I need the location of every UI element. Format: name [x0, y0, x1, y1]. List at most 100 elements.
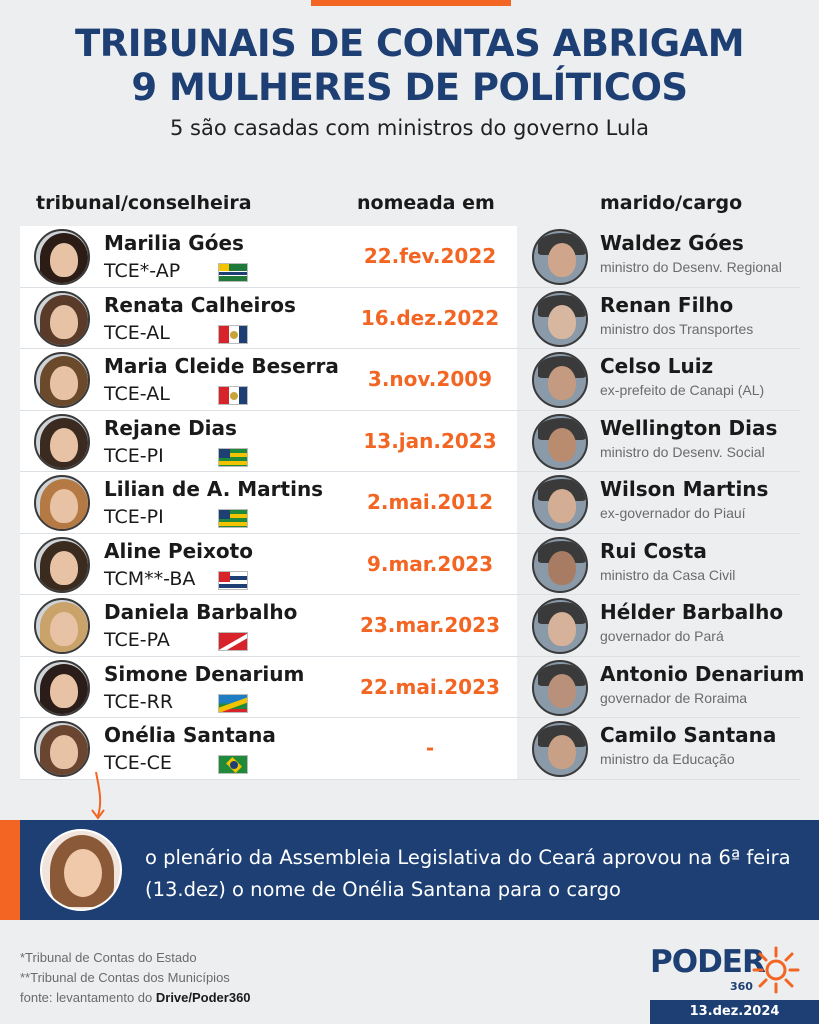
- footnote-tcm: **Tribunal de Contas dos Municípios: [20, 970, 230, 985]
- row-background: [20, 410, 517, 471]
- court-code: TCE-RR: [104, 690, 174, 713]
- bahia-flag: [218, 570, 248, 590]
- banner-text: o plenário da Assembleia Legislativa do …: [145, 846, 791, 901]
- table-row: Marilia Góes TCE*-AP 22.fev.2022 Waldez …: [20, 226, 800, 288]
- court-code: TCM**-BA: [104, 567, 196, 590]
- husband-name: Hélder Barbalho: [600, 600, 784, 624]
- husband-name: Wellington Dias: [600, 415, 778, 440]
- avatar: [34, 290, 90, 347]
- councillor-name: Lilian de A. Martins: [104, 477, 324, 501]
- column-header-husband: marido/cargo: [600, 192, 743, 214]
- row-background: [20, 226, 517, 287]
- councillor-name: Marilia Góes: [104, 231, 244, 255]
- footnote-tce: *Tribunal de Contas do Estado: [20, 950, 197, 965]
- table-row: Rejane Dias TCE-PI 13.jan.2023 Wellingto…: [20, 410, 800, 472]
- husband-name: Renan Filho: [600, 292, 734, 317]
- councillor-name: Onélia Santana: [104, 723, 276, 747]
- avatar: [532, 598, 588, 654]
- appointment-date: 3.nov.2009: [367, 367, 493, 391]
- amapa-flag: [218, 263, 248, 282]
- title-line-1: TRIBUNAIS DE CONTAS ABRIGAM: [74, 22, 745, 65]
- husband-role: ministro da Casa Civil: [600, 566, 736, 583]
- appointment-date: 16.dez.2022: [360, 305, 500, 330]
- court-code: TCE-PA: [104, 629, 170, 651]
- avatar: [532, 475, 588, 531]
- para-flag: [218, 632, 248, 651]
- row-background: [20, 595, 517, 656]
- court-code: TCE-AL: [104, 321, 170, 344]
- avatar: [34, 536, 90, 593]
- announcement-banner: o plenário da Assembleia Legislativa do …: [0, 820, 819, 920]
- avatar: [34, 598, 90, 654]
- table-row: Simone Denarium TCE-RR 22.mai.2023 Anton…: [20, 656, 805, 718]
- councillor-name: Daniela Barbalho: [104, 600, 298, 624]
- source-note: fonte: levantamento do Drive/Poder360: [20, 990, 251, 1005]
- avatar: [532, 413, 588, 470]
- top-accent-bar: [311, 0, 511, 6]
- table-row: Daniela Barbalho TCE-PA 23.mar.2023 Héld…: [20, 595, 800, 657]
- avatar: [34, 352, 90, 408]
- alagoas-flag: [218, 386, 248, 405]
- husband-name: Waldez Góes: [600, 231, 744, 255]
- husband-role: governador de Roraima: [600, 689, 748, 706]
- table-row: Maria Cleide Beserra TCE-AL 3.nov.2009 C…: [20, 349, 800, 411]
- court-code: TCE-AL: [104, 383, 170, 405]
- avatar: [532, 352, 588, 408]
- councillor-name: Rejane Dias: [104, 415, 237, 440]
- husband-role: ministro da Educação: [600, 751, 735, 767]
- table-row: Onélia Santana TCE-CE - Camilo Santana m…: [20, 718, 800, 780]
- table-row: Lilian de A. Martins TCE-PI 2.mai.2012 W…: [20, 472, 800, 534]
- source-name: Drive/Poder360: [155, 990, 251, 1005]
- appointment-date: 2.mai.2012: [367, 490, 493, 514]
- piaui-flag: [218, 509, 248, 528]
- avatar: [532, 290, 588, 347]
- avatar: [34, 413, 90, 470]
- avatar: [532, 229, 588, 285]
- appointment-date: 9.mar.2023: [366, 551, 494, 576]
- appointment-date: 23.mar.2023: [359, 613, 501, 637]
- appointment-date: -: [425, 736, 435, 760]
- subtitle: 5 são casadas com ministros do governo L…: [169, 116, 649, 140]
- table-row: Aline Peixoto TCM**-BA 9.mar.2023 Rui Co…: [20, 533, 800, 595]
- page-title: TRIBUNAIS DE CONTAS ABRIGAM 9 MULHERES D…: [0, 22, 819, 110]
- source-prefix: fonte: levantamento do: [20, 990, 156, 1005]
- appointment-date: 22.fev.2022: [363, 244, 497, 268]
- table-row: Renata Calheiros TCE-AL 16.dez.2022 Rena…: [20, 287, 800, 349]
- appointment-date: 22.mai.2023: [360, 674, 500, 699]
- husband-name: Camilo Santana: [600, 723, 777, 747]
- councillor-name: Maria Cleide Beserra: [104, 354, 339, 378]
- column-header-court: tribunal/conselheira: [36, 192, 252, 214]
- publish-date: 13.dez.2024: [650, 1000, 819, 1024]
- avatar: [40, 829, 122, 911]
- husband-role: ministro do Desenv. Regional: [600, 259, 782, 275]
- row-background: [20, 287, 517, 348]
- row-background: [20, 718, 517, 779]
- arrow-icon: [91, 772, 105, 820]
- councillor-name: Aline Peixoto: [104, 538, 253, 563]
- row-background: [20, 472, 517, 533]
- husband-name: Celso Luiz: [600, 354, 714, 378]
- appointment-date: 13.jan.2023: [363, 428, 497, 453]
- roraima-flag: [218, 693, 248, 713]
- councillor-name: Renata Calheiros: [104, 292, 296, 317]
- husband-role: ministro do Desenv. Social: [600, 443, 765, 460]
- banner-accent: [0, 820, 20, 920]
- title-line-2: 9 MULHERES DE POLÍTICOS: [131, 66, 688, 109]
- piaui-flag: [218, 447, 248, 467]
- councillor-name: Simone Denarium: [104, 661, 305, 686]
- avatar: [532, 536, 588, 593]
- husband-role: ministro dos Transportes: [600, 320, 754, 337]
- avatar: [34, 721, 90, 777]
- ceara-flag: [218, 755, 248, 774]
- alagoas-flag: [218, 324, 248, 344]
- court-code: TCE-PI: [104, 444, 164, 467]
- husband-role: ex-governador do Piauí: [600, 505, 746, 521]
- husband-name: Rui Costa: [600, 538, 707, 563]
- row-background: [20, 349, 517, 410]
- row-background: [20, 533, 517, 594]
- poder360-logo: PODER: [650, 944, 766, 980]
- avatar: [532, 659, 588, 716]
- table-body: Marilia Góes TCE*-AP 22.fev.2022 Waldez …: [20, 226, 805, 780]
- avatar: [34, 229, 90, 285]
- avatar: [532, 721, 588, 777]
